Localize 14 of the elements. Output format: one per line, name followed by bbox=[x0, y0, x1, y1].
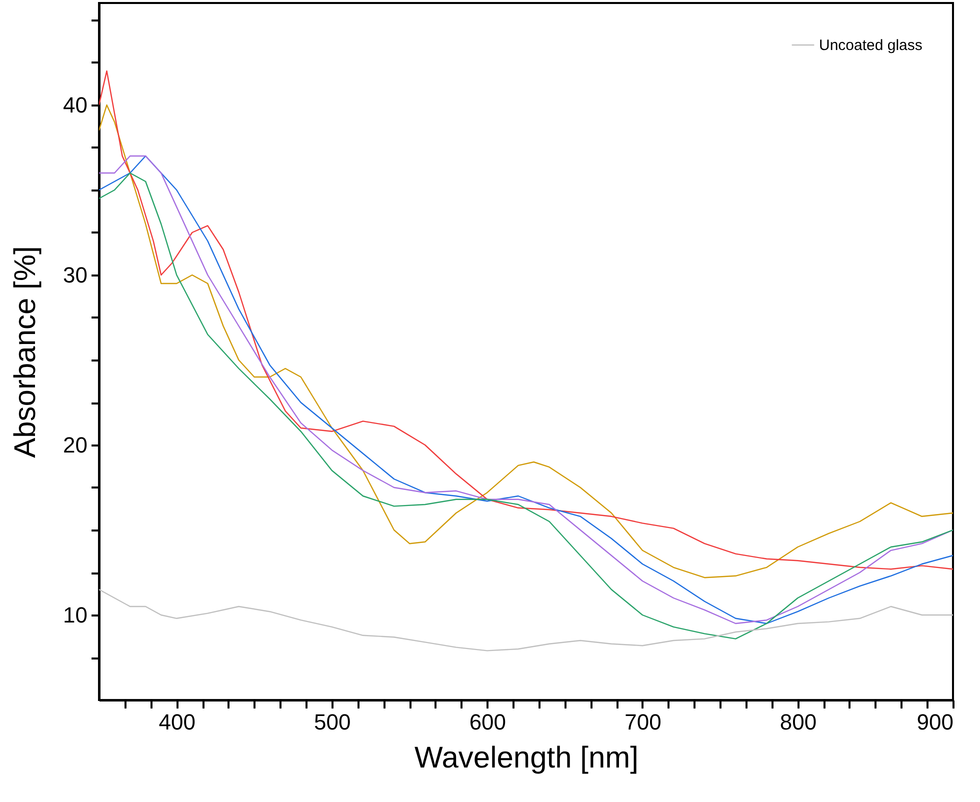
x-tick-label: 700 bbox=[624, 710, 662, 734]
x-tick-label: 900 bbox=[916, 710, 954, 734]
y-tick-label: 20 bbox=[63, 432, 88, 458]
x-tick-label: 800 bbox=[780, 710, 817, 734]
y-tick-label: 10 bbox=[63, 602, 88, 628]
x-tick-label: 600 bbox=[469, 710, 506, 734]
y-tick-label: 40 bbox=[63, 92, 88, 118]
y-tick-label: 30 bbox=[63, 262, 88, 288]
legend-label: Uncoated glass bbox=[819, 37, 922, 54]
x-tick-label: 400 bbox=[158, 710, 196, 734]
y-axis-title: Absorbance [%] bbox=[9, 246, 42, 458]
line-series bbox=[99, 588, 953, 652]
x-axis-title: Wavelength [nm] bbox=[414, 742, 638, 774]
x-tick-label: 500 bbox=[314, 710, 351, 734]
